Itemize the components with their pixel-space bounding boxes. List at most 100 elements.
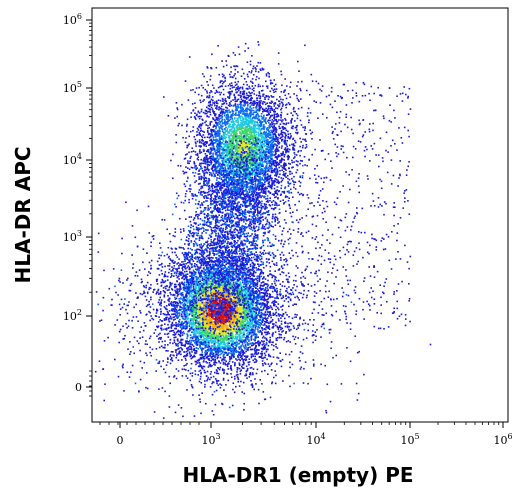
event-dot bbox=[235, 336, 237, 338]
event-dot bbox=[253, 332, 256, 335]
event-dot bbox=[213, 285, 216, 287]
event-dot bbox=[206, 294, 209, 296]
event-dot bbox=[188, 343, 190, 345]
event-dot bbox=[199, 369, 202, 372]
event-dot bbox=[231, 336, 234, 338]
event-dot bbox=[226, 347, 229, 350]
event-dot bbox=[254, 286, 256, 288]
event-dot bbox=[175, 248, 177, 250]
event-dot bbox=[191, 263, 193, 265]
event-dot bbox=[203, 369, 206, 372]
event-dot bbox=[183, 368, 186, 371]
event-dot bbox=[164, 328, 167, 330]
event-dot bbox=[215, 257, 218, 259]
event-dot bbox=[198, 244, 201, 246]
event-dot bbox=[224, 329, 226, 331]
event-dot bbox=[171, 248, 173, 250]
event-dot bbox=[176, 306, 178, 309]
event-dot bbox=[196, 301, 198, 303]
event-dot bbox=[263, 343, 265, 345]
event-dot bbox=[200, 237, 203, 239]
event-dot bbox=[253, 283, 255, 286]
event-dot bbox=[219, 261, 222, 263]
event-dot bbox=[256, 317, 258, 319]
event-dot bbox=[273, 304, 275, 307]
event-dot bbox=[246, 356, 248, 358]
event-dot bbox=[199, 354, 201, 356]
event-dot bbox=[192, 318, 194, 320]
event-dot bbox=[229, 318, 231, 321]
event-dot bbox=[196, 296, 199, 298]
event-dot bbox=[187, 346, 189, 349]
event-dot bbox=[221, 359, 223, 362]
event-dot bbox=[282, 245, 284, 248]
event-dot bbox=[173, 354, 175, 357]
event-dot bbox=[230, 276, 233, 279]
event-dot bbox=[187, 297, 189, 299]
event-dot bbox=[223, 330, 226, 333]
event-dot bbox=[220, 341, 222, 344]
event-dot bbox=[230, 356, 233, 358]
event-dot bbox=[272, 285, 274, 288]
event-dot bbox=[216, 370, 218, 372]
event-dot bbox=[267, 344, 270, 347]
event-dot bbox=[243, 332, 245, 335]
event-dot bbox=[156, 268, 159, 270]
event-dot bbox=[190, 273, 193, 275]
event-dot bbox=[198, 260, 201, 262]
event-dot bbox=[202, 280, 205, 282]
event-dot bbox=[173, 310, 175, 313]
event-dot bbox=[258, 293, 260, 295]
event-dot bbox=[250, 355, 253, 358]
event-dot bbox=[191, 254, 194, 257]
event-dot bbox=[174, 313, 177, 315]
event-dot bbox=[159, 302, 161, 305]
event-dot bbox=[206, 341, 209, 344]
event-dot bbox=[212, 278, 215, 280]
event-dot bbox=[208, 280, 211, 283]
event-dot bbox=[241, 261, 244, 263]
event-dot bbox=[201, 311, 204, 314]
event-dot bbox=[255, 361, 257, 363]
event-dot bbox=[254, 337, 257, 340]
event-dot bbox=[241, 351, 244, 354]
event-dot bbox=[234, 363, 236, 366]
event-dot bbox=[230, 241, 232, 244]
event-dot bbox=[241, 334, 244, 337]
event-dot bbox=[233, 318, 236, 321]
event-dot bbox=[247, 266, 250, 269]
event-dot bbox=[262, 281, 264, 283]
event-dot bbox=[226, 308, 228, 310]
event-dot bbox=[235, 251, 238, 254]
event-dot bbox=[193, 318, 196, 320]
event-dot bbox=[246, 288, 249, 291]
event-dot bbox=[208, 287, 210, 290]
event-dot bbox=[166, 285, 168, 288]
event-dot bbox=[206, 326, 209, 329]
event-dot bbox=[219, 288, 221, 291]
event-dot bbox=[227, 327, 229, 329]
event-dot bbox=[260, 292, 263, 294]
event-dot bbox=[252, 298, 255, 300]
event-dot bbox=[168, 313, 171, 316]
event-dot bbox=[203, 289, 206, 292]
event-dot bbox=[259, 268, 261, 271]
event-dot bbox=[160, 313, 162, 315]
event-dot bbox=[165, 275, 167, 278]
event-dot bbox=[222, 311, 225, 314]
event-dot bbox=[231, 335, 233, 337]
event-dot bbox=[194, 328, 196, 330]
event-dot bbox=[215, 321, 217, 323]
event-dot bbox=[206, 297, 209, 299]
event-dot bbox=[188, 289, 190, 292]
event-dot bbox=[208, 357, 210, 360]
event-dot bbox=[202, 296, 205, 298]
event-dot bbox=[202, 329, 204, 331]
event-dot bbox=[254, 353, 256, 355]
event-dot bbox=[206, 356, 209, 359]
event-dot bbox=[259, 258, 261, 261]
event-dot bbox=[222, 341, 224, 344]
event-dot bbox=[212, 314, 214, 317]
event-dot bbox=[245, 286, 248, 289]
event-dot bbox=[198, 270, 200, 272]
